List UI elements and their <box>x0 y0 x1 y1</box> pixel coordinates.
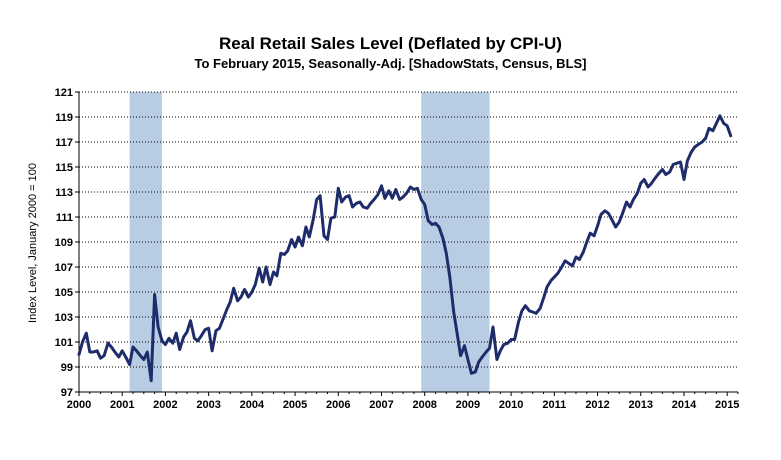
x-tick-label-2012: 2012 <box>585 399 609 411</box>
recession-bands <box>129 92 490 392</box>
x-tick-label-2009: 2009 <box>456 399 480 411</box>
x-tick-label-2004: 2004 <box>240 399 265 411</box>
y-tick-label-103: 103 <box>55 312 73 324</box>
x-tick-label-2005: 2005 <box>283 399 307 411</box>
x-tick-label-2001: 2001 <box>110 399 134 411</box>
y-tick-label-105: 105 <box>55 287 73 299</box>
series-layer <box>77 114 733 383</box>
chart-title: Real Retail Sales Level (Deflated by CPI… <box>219 34 562 53</box>
y-tick-label-111: 111 <box>56 212 73 224</box>
x-tick-label-2006: 2006 <box>326 399 350 411</box>
x-tick-label-2014: 2014 <box>672 399 697 411</box>
x-tick-label-2015: 2015 <box>715 399 739 411</box>
y-tick-label-101: 101 <box>55 337 73 349</box>
recession-band-2 <box>421 92 490 392</box>
x-tick-label-2003: 2003 <box>196 399 220 411</box>
x-tick-label-2013: 2013 <box>629 399 653 411</box>
x-tick-label-2008: 2008 <box>412 399 436 411</box>
y-tick-label-115: 115 <box>55 162 73 174</box>
y-tick-label-119: 119 <box>55 112 73 124</box>
y-tick-label-99: 99 <box>61 362 73 374</box>
y-tick-label-121: 121 <box>55 87 73 99</box>
y-tick-label-97: 97 <box>61 387 73 399</box>
y-tick-label-107: 107 <box>55 262 73 274</box>
gridlines <box>79 91 738 368</box>
chart-subtitle: To February 2015, Seasonally-Adj. [Shado… <box>194 56 587 71</box>
axes <box>75 91 739 396</box>
y-tick-label-109: 109 <box>55 237 73 249</box>
y-axis-title: Index Level, January 2000 = 100 <box>27 163 39 323</box>
series-line-1 <box>77 114 733 383</box>
tick-labels: 97 99 101 103 105 107 109 111 113 115 117 119 121 200… <box>55 87 740 411</box>
x-tick-label-2010: 2010 <box>499 399 523 411</box>
y-tick-label-117: 117 <box>55 137 73 149</box>
x-tick-label-2011: 2011 <box>542 399 566 411</box>
x-tick-label-2002: 2002 <box>153 399 177 411</box>
x-tick-label-2000: 2000 <box>67 399 91 411</box>
y-tick-label-113: 113 <box>55 187 73 199</box>
x-tick-label-2007: 2007 <box>369 399 393 411</box>
